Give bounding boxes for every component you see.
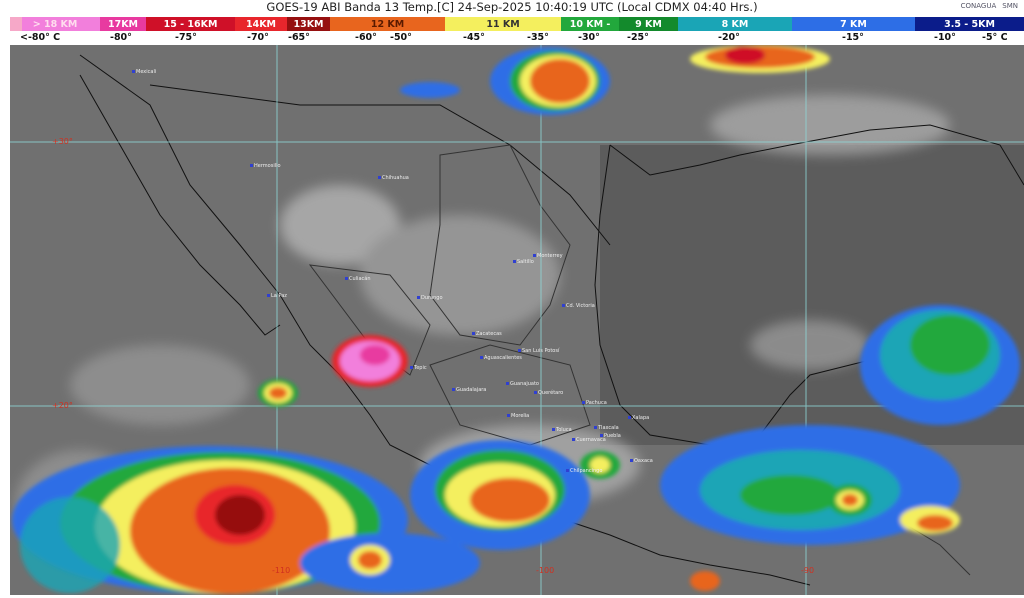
temp-label: -80° [110,32,132,43]
legend-segment: 12 KM [330,17,445,31]
image-title: GOES-19 ABI Banda 13 Temp.[C] 24-Sep-202… [266,0,758,14]
storm-cells [12,45,1020,594]
temp-label: -35° [527,32,549,43]
temp-label: -30° [578,32,600,43]
temp-label: -50° [390,32,412,43]
temp-label: -20° [718,32,740,43]
city-label: Durango [417,295,443,301]
city-label: La Paz [267,293,287,299]
longitude-label: -90 [801,566,815,575]
legend-segment: 13KM [287,17,330,31]
city-label: Cd. Victoria [562,303,595,309]
city-label: Puebla [600,433,621,439]
temp-label: -25° [627,32,649,43]
temp-label: -60° [355,32,377,43]
city-label: Aguascalientes [480,355,522,361]
legend-segment: 17KM [100,17,146,31]
satellite-map[interactable]: +30° +20° -110 -100 -90 Mexicali Hermosi… [10,45,1024,595]
legend-segment: 15 - 16KM [146,17,235,31]
latitude-label: +30° [52,137,73,146]
city-label: Zacatecas [472,331,502,337]
city-label: Morelia [507,413,529,419]
city-label: Guadalajara [452,387,486,393]
temp-label: -45° [463,32,485,43]
city-label: Hermosillo [250,163,281,169]
city-label: Saltillo [513,259,534,265]
smn-logo: SMN [1002,2,1018,10]
longitude-label: -100 [536,566,555,575]
legend-segment: 10 KM - [561,17,619,31]
city-label: Culiacán [345,276,370,282]
temp-label: -15° [842,32,864,43]
longitude-label: -110 [272,566,291,575]
agency-logos: CONAGUA SMN [961,2,1018,10]
temperature-scale: <-80° C -80° -75° -70° -65° -60° -50° -4… [10,31,1024,45]
satellite-imagery [10,45,1024,595]
city-label: Xalapa [628,415,649,421]
legend-segment: 3.5 - 5KM [915,17,1024,31]
city-label: Toluca [552,427,572,433]
legend-segment: 8 KM [678,17,792,31]
color-scale-legend: > 18 KM 17KM 15 - 16KM 14KM 13KM 12 KM 1… [10,17,1024,31]
city-label: Guanajuato [506,381,539,387]
city-label: Tlaxcala [594,425,619,431]
city-label: Chihuahua [378,175,409,181]
city-label: San Luis Potosí [518,348,559,354]
temp-label: -75° [175,32,197,43]
city-label: Monterrey [533,253,563,259]
city-label: Pachuca [582,400,607,406]
latitude-label: +20° [52,401,73,410]
legend-segment: 14KM [235,17,287,31]
temp-label: <-80° C [20,32,61,43]
temp-label: -5° C [982,32,1008,43]
city-label: Tepic [410,365,427,371]
temp-label: -65° [288,32,310,43]
city-label: Querétaro [534,390,563,396]
conagua-logo: CONAGUA [960,2,997,10]
city-label: Oaxaca [630,458,653,464]
temp-label: -10° [934,32,956,43]
legend-segment: 9 KM [619,17,678,31]
legend-segment: 7 KM [792,17,915,31]
city-label: Chilpancingo [566,468,602,474]
temp-label: -70° [247,32,269,43]
city-label: Mexicali [132,69,156,75]
city-label: Cuernavaca [572,437,606,443]
legend-segment: 11 KM [445,17,561,31]
legend-segment: > 18 KM [10,17,100,31]
